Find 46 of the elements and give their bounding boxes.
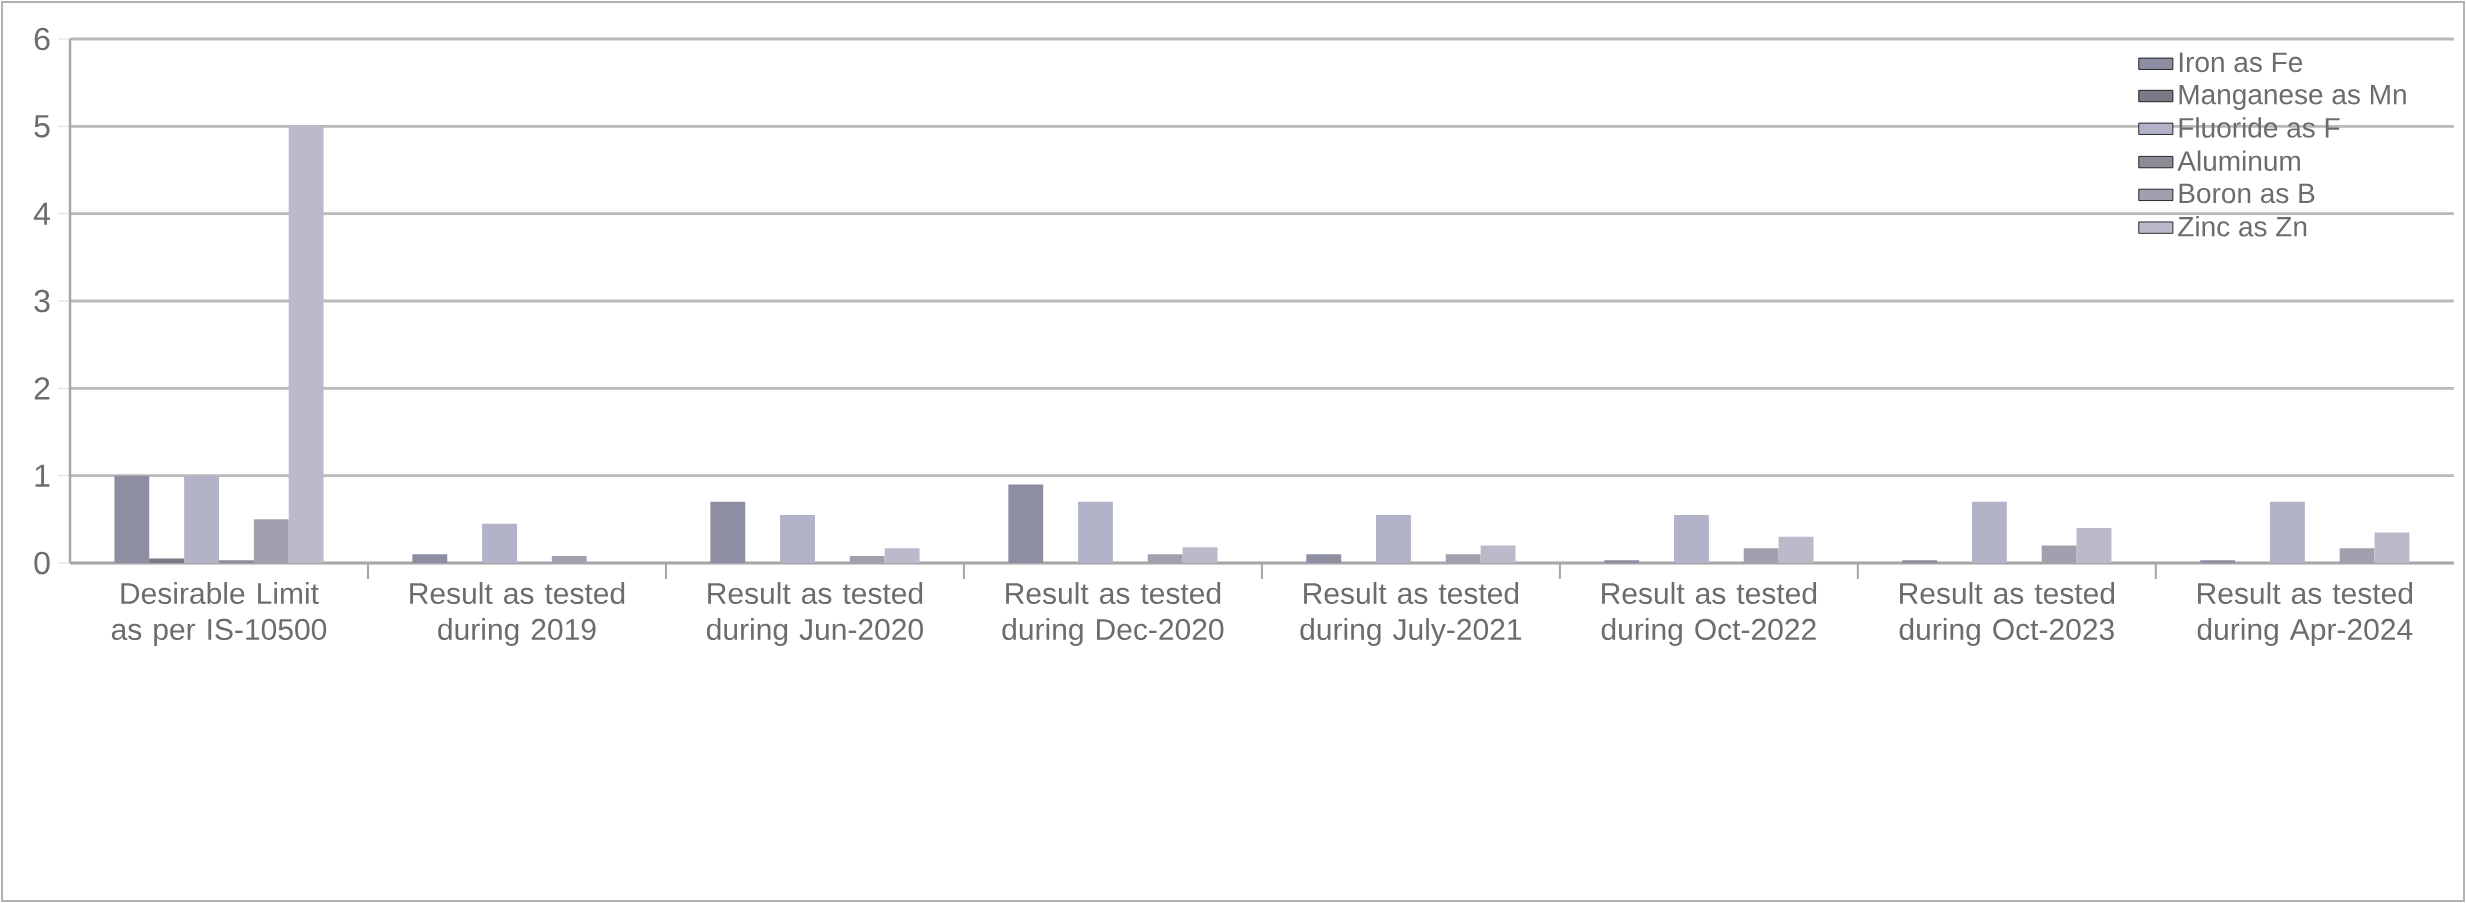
x-tick-label: Result as tested during Oct-2023 xyxy=(1899,582,2115,646)
bar xyxy=(1902,560,1938,563)
bar xyxy=(288,126,324,563)
x-tick-label: Result as tested during 2019 xyxy=(410,582,625,646)
bar xyxy=(1674,514,1709,563)
bar xyxy=(219,560,254,563)
y-tick-label: 6 xyxy=(34,27,50,51)
bar xyxy=(1778,536,1814,563)
bar xyxy=(2076,528,2112,563)
x-tick-label: Result as tested during Oct-2022 xyxy=(1601,582,1817,646)
bar xyxy=(1376,514,1411,563)
bar xyxy=(1480,545,1516,563)
bar xyxy=(884,548,920,563)
bar xyxy=(1182,547,1218,563)
bar xyxy=(412,554,448,563)
bar xyxy=(1306,554,1342,563)
y-tick-label: 0 xyxy=(34,551,50,575)
bar xyxy=(1078,501,1113,563)
legend-label: Fluoride as F xyxy=(2179,117,2340,138)
y-tick-label: 4 xyxy=(33,202,50,225)
y-tick-label: 3 xyxy=(34,289,50,313)
bar xyxy=(780,514,815,563)
bar xyxy=(1008,484,1044,563)
legend-label: Zinc as Zn xyxy=(2178,215,2307,237)
x-tick-label: Desirable Limit as per IS-10500 xyxy=(111,582,327,646)
legend-label: Manganese as Mn xyxy=(2179,84,2406,110)
bar xyxy=(149,558,185,563)
y-tick-label: 5 xyxy=(34,115,50,138)
y-tick-label: 2 xyxy=(34,377,50,400)
legend-label: Iron as Fe xyxy=(2179,52,2303,73)
y-tick-label: 1 xyxy=(35,464,50,487)
x-tick-label: Result as tested during Jun-2020 xyxy=(706,582,923,646)
bar xyxy=(1971,501,2007,563)
bar xyxy=(2200,560,2236,563)
bar xyxy=(1604,560,1640,563)
bar xyxy=(2269,501,2305,563)
x-tick-label: Result as tested during July-2021 xyxy=(1300,582,1522,646)
bar xyxy=(482,523,517,563)
bar xyxy=(184,475,219,563)
bar xyxy=(2374,532,2410,563)
legend-label: Boron as B xyxy=(2179,183,2315,204)
bar xyxy=(710,501,746,563)
bar xyxy=(114,475,150,563)
x-tick-label: Result as tested during Dec-2020 xyxy=(1002,582,1224,646)
x-tick-label: Result as tested during Apr-2024 xyxy=(2197,582,2413,646)
legend-label: Aluminum xyxy=(2177,150,2300,172)
